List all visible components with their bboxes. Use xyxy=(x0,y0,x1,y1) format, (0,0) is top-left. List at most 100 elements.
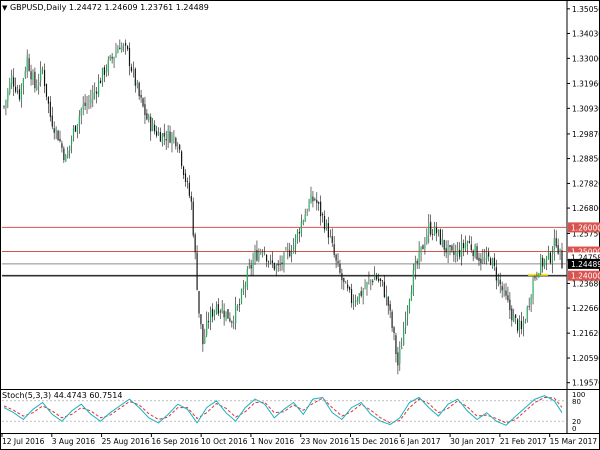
candle-bull xyxy=(7,90,9,101)
candle-bull xyxy=(285,249,287,251)
candle-bull xyxy=(101,67,104,84)
price-tick-label: 1.21620 xyxy=(572,329,600,338)
candle-bear xyxy=(298,231,300,234)
candle-bear xyxy=(59,138,61,142)
candle-bear xyxy=(3,106,5,108)
candle-bear xyxy=(57,130,59,141)
time-tick-label: 12 Jul 2016 xyxy=(2,437,45,446)
candle-bear xyxy=(198,290,200,314)
price-tick-label: 1.26800 xyxy=(572,204,600,213)
candle-bull xyxy=(300,221,302,234)
candle-bull xyxy=(262,251,264,253)
candle-bull xyxy=(306,212,308,213)
candle-bear xyxy=(84,102,86,107)
candle-bear xyxy=(155,131,158,136)
price-tick-label: 1.23680 xyxy=(572,279,600,288)
candle-bull xyxy=(304,214,306,222)
candle-bear xyxy=(34,71,36,89)
candle-bear xyxy=(208,321,210,323)
candle-bear xyxy=(480,258,482,264)
candle-bull xyxy=(536,275,538,277)
candle-bear xyxy=(128,48,131,67)
candle-bear xyxy=(126,45,129,50)
candle-bull xyxy=(252,260,254,270)
candle-bear xyxy=(144,104,146,116)
candle-bull xyxy=(148,116,150,121)
candle-bull xyxy=(497,278,499,283)
candle-bull xyxy=(92,92,94,100)
candle-bull xyxy=(544,259,546,266)
candle-bear xyxy=(443,239,445,250)
candle-bull xyxy=(88,101,90,102)
candle-bear xyxy=(432,234,434,235)
candle-bull xyxy=(82,104,84,109)
candle-bear xyxy=(534,277,536,279)
candle-bear xyxy=(192,201,194,236)
candle-bull xyxy=(293,244,295,253)
candle-bull xyxy=(482,258,484,262)
candle-bear xyxy=(223,310,225,318)
candle-bull xyxy=(105,70,107,74)
candle-bear xyxy=(331,236,333,243)
price-badge-bg xyxy=(568,270,600,281)
candle-bear xyxy=(125,43,127,46)
candle-bear xyxy=(47,97,49,104)
candle-bear xyxy=(335,254,337,261)
candle-bull xyxy=(173,136,175,138)
candle-bull xyxy=(24,71,26,77)
candle-bear xyxy=(227,309,229,319)
candle-bull xyxy=(76,124,78,133)
candle-bear xyxy=(445,248,447,253)
candle-bull xyxy=(370,280,372,282)
candle-bear xyxy=(45,83,48,97)
candle-bear xyxy=(316,199,318,204)
candle-bull xyxy=(237,305,239,308)
candle-bull xyxy=(171,134,173,144)
candle-bull xyxy=(366,282,368,288)
time-tick-label: 10 Oct 2016 xyxy=(201,437,248,446)
candle-bull xyxy=(136,83,138,86)
candle-bear xyxy=(231,321,233,323)
candle-bull xyxy=(374,275,376,281)
candle-bull xyxy=(420,246,422,253)
candle-bear xyxy=(422,245,424,250)
candle-bull xyxy=(177,146,179,148)
candle-bear xyxy=(130,66,133,72)
candle-bear xyxy=(18,89,21,100)
candle-bear xyxy=(453,251,455,255)
candle-bull xyxy=(36,86,38,90)
candle-bull xyxy=(437,229,440,232)
candle-bear xyxy=(28,58,30,71)
price-tick-label: 1.19570 xyxy=(572,379,600,388)
candle-bear xyxy=(74,125,77,132)
candle-bull xyxy=(117,48,119,54)
candle-bull xyxy=(215,306,217,313)
candle-bear xyxy=(165,139,167,141)
candle-bear xyxy=(163,133,165,137)
candle-bull xyxy=(547,251,550,259)
candle-bull xyxy=(72,127,75,139)
candle-bull xyxy=(325,222,328,230)
candle-bear xyxy=(196,252,198,290)
candle-bear xyxy=(238,304,241,305)
candle-bear xyxy=(181,151,183,166)
candle-bear xyxy=(182,166,185,176)
candle-bull xyxy=(264,253,266,255)
candle-bear xyxy=(489,258,492,265)
price-tick-label: 1.27820 xyxy=(572,179,600,188)
candle-bull xyxy=(123,45,125,47)
candle-bull xyxy=(385,294,387,298)
candle-bear xyxy=(468,241,470,243)
candle-bull xyxy=(412,270,414,295)
candle-bull xyxy=(22,78,24,86)
time-tick-label: 23 Nov 2016 xyxy=(301,437,349,446)
time-tick-label: 15 Mar 2017 xyxy=(550,437,598,446)
candle-bull xyxy=(11,75,13,85)
candle-bull xyxy=(540,257,542,274)
candle-bull xyxy=(532,279,534,299)
candle-bull xyxy=(401,347,403,350)
price-tick-label: 1.29870 xyxy=(572,130,600,139)
time-tick-label: 30 Jan 2017 xyxy=(450,437,495,446)
